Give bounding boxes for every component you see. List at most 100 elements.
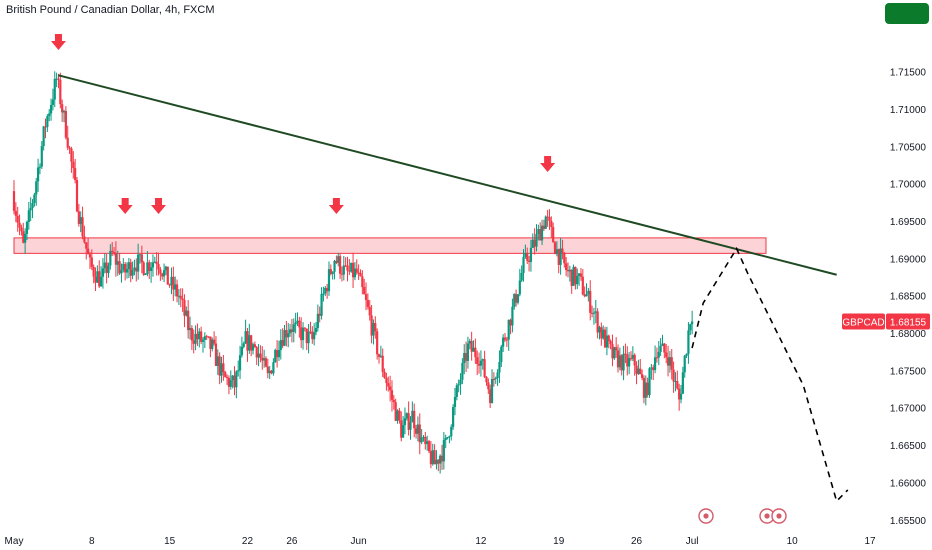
candle-body (174, 284, 177, 290)
candle-body (646, 382, 649, 396)
candle-body (251, 344, 255, 351)
candle-body (300, 327, 303, 341)
candle-body (648, 368, 651, 396)
candle-body (659, 346, 662, 352)
candle-body (477, 363, 481, 366)
candle-body (203, 336, 206, 340)
candle-body (526, 252, 529, 261)
candle-series (12, 71, 694, 474)
candle-body (25, 222, 29, 234)
time-axis[interactable]: May 8 15 22 26 Jun 12 19 26 Jul 10 17 (5, 536, 876, 547)
candle-body (213, 339, 216, 344)
candle-body (116, 261, 119, 265)
candle-body (218, 356, 221, 376)
candle-body (320, 293, 323, 316)
price-tick-label: 1.68500 (890, 292, 927, 303)
candle-body (565, 263, 568, 271)
candle-body (537, 229, 540, 235)
candle-body (635, 365, 638, 374)
candle-body (479, 360, 483, 366)
candle-body (539, 229, 542, 241)
candle-body (574, 266, 577, 285)
candle-body (637, 368, 640, 374)
symbol-title: British Pound / Canadian Dollar, 4h, FXC… (6, 4, 215, 16)
candle-body (111, 250, 114, 253)
candle-body (22, 231, 25, 243)
candle-body (585, 294, 588, 297)
candle-body (255, 347, 258, 358)
candle-body (207, 336, 210, 338)
candle-body (657, 351, 660, 358)
price-tick-label: 1.71500 (890, 68, 927, 79)
candle-body (665, 352, 668, 358)
candle-body (691, 321, 694, 325)
candle-body (87, 248, 90, 255)
candle-body (520, 272, 523, 281)
candle-body (192, 340, 195, 344)
candle-body (49, 104, 53, 114)
candle-body (48, 113, 51, 117)
symbol-tag-text: GBPCAD (842, 317, 884, 328)
price-tick-label: 1.70500 (890, 142, 927, 153)
candle-body (220, 363, 223, 376)
candle-body (88, 254, 92, 258)
candle-body (285, 330, 288, 338)
candle-body (372, 323, 375, 336)
candle-body (598, 327, 601, 333)
signal-arrow-icon (328, 198, 344, 214)
candle-body (99, 276, 103, 287)
candle-body (316, 313, 319, 328)
candle-body (487, 382, 490, 390)
time-tick-label: May (5, 536, 24, 547)
candle-body (64, 110, 67, 138)
candle-body (257, 353, 260, 358)
candle-body (511, 306, 514, 326)
candle-body (357, 272, 360, 274)
candle-body (259, 353, 262, 358)
candle-body (492, 379, 495, 381)
candle-body (355, 268, 358, 273)
candle-body (592, 312, 596, 314)
candle-body (164, 266, 168, 271)
candle-body (533, 239, 536, 247)
price-tick-label: 1.69500 (890, 217, 927, 228)
candle-body (329, 269, 332, 274)
candle-body (464, 353, 468, 361)
candle-body (548, 217, 551, 221)
candle-body (413, 410, 416, 429)
candle-body (272, 362, 275, 374)
candle-body (92, 266, 95, 277)
candle-body (216, 356, 219, 366)
candle-body (463, 353, 466, 364)
candle-body (450, 426, 453, 437)
candle-body (427, 441, 431, 452)
candle-body (79, 217, 82, 224)
candle-body (263, 358, 266, 361)
candle-body (553, 242, 557, 254)
signal-arrow-icon (540, 156, 556, 172)
candle-body (144, 273, 147, 275)
candle-body (542, 225, 546, 229)
candle-body (129, 262, 132, 276)
candle-body (338, 256, 342, 274)
candle-body (629, 358, 633, 360)
candle-body (211, 339, 214, 349)
candle-body (633, 354, 636, 366)
candle-body (400, 420, 403, 438)
candle-body (653, 357, 657, 371)
candle-body (298, 320, 301, 328)
candle-body (490, 379, 494, 403)
candle-body (168, 284, 171, 286)
price-tick-label: 1.65500 (890, 516, 927, 527)
candle-body (689, 324, 692, 331)
candle-body (72, 161, 75, 169)
candle-body (179, 295, 182, 299)
candle-body (587, 290, 590, 295)
price-axis[interactable]: 1.71500 1.71000 1.70500 1.70000 1.69500 1.690… (890, 68, 927, 527)
candle-body (437, 459, 440, 464)
candle-body (409, 422, 412, 430)
price-tick-label: 1.67500 (890, 366, 927, 377)
candle-body (177, 295, 181, 297)
candle-body (36, 167, 40, 182)
